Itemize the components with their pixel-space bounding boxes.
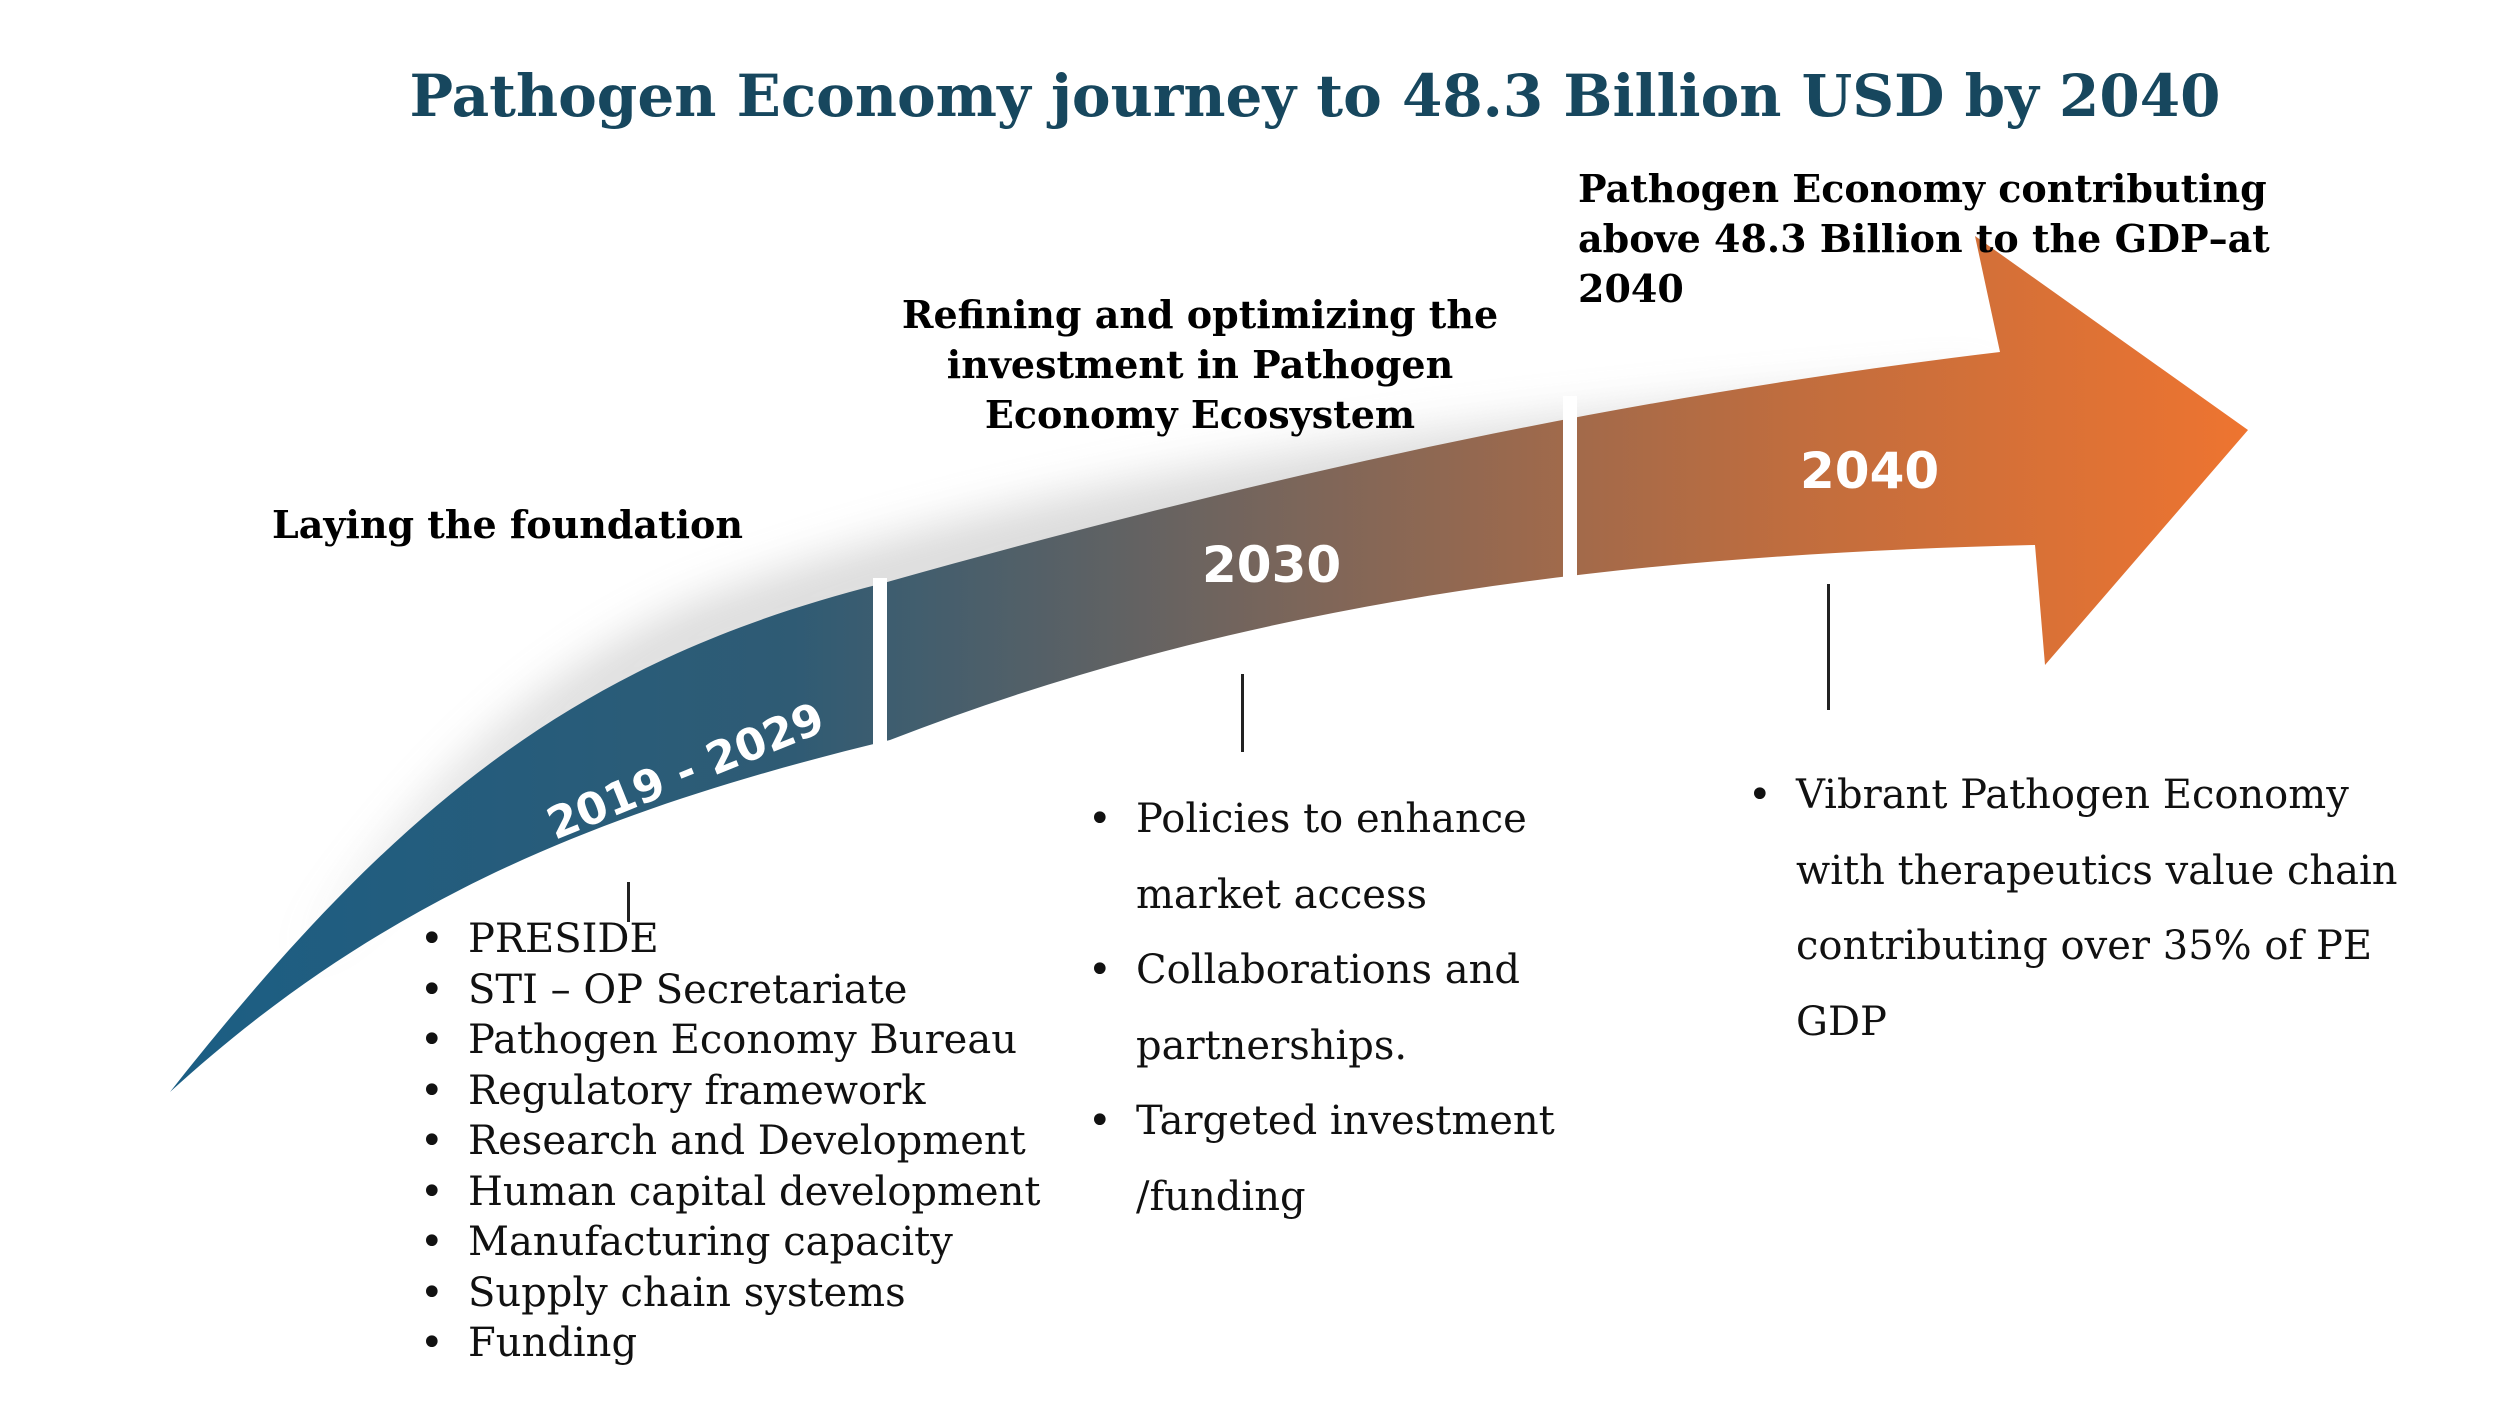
phase-heading-2040: Pathogen Economy contributing above 48.3… xyxy=(1578,166,2270,311)
list-item: Policies to enhance market access xyxy=(1084,782,1644,933)
list-item: Vibrant Pathogen Economy with therapeuti… xyxy=(1744,758,2434,1060)
arrow-body xyxy=(170,236,2248,1092)
connector-line xyxy=(627,882,630,922)
period-label-2040: 2040 xyxy=(1800,442,1939,500)
phase-items-foundation: PRESIDE STI – OP Secretariate Pathogen E… xyxy=(416,914,1040,1369)
phase-items-refining: Policies to enhance market access Collab… xyxy=(1084,782,1644,1235)
list-item: STI – OP Secretariate xyxy=(416,965,1040,1016)
phase-items-2040: Vibrant Pathogen Economy with therapeuti… xyxy=(1744,758,2434,1060)
list-item: Supply chain systems xyxy=(416,1268,1040,1319)
list-item: PRESIDE xyxy=(416,914,1040,965)
list-item: Research and Development xyxy=(416,1116,1040,1167)
period-label-2030: 2030 xyxy=(1202,536,1341,594)
list-item: Manufacturing capacity xyxy=(416,1217,1040,1268)
list-item: Human capital development xyxy=(416,1167,1040,1218)
list-item: Regulatory framework xyxy=(416,1066,1040,1117)
connector-line xyxy=(1827,584,1830,710)
page-title: Pathogen Economy journey to 48.3 Billion… xyxy=(409,62,2221,130)
list-item: Funding xyxy=(416,1318,1040,1369)
connector-line xyxy=(1241,674,1244,752)
phase-heading-refining: Refining and optimizing the investment i… xyxy=(901,292,1499,437)
list-item: Collaborations and partnerships. xyxy=(1084,933,1644,1084)
list-item: Pathogen Economy Bureau xyxy=(416,1015,1040,1066)
phase-heading-foundation: Laying the foundation xyxy=(272,502,743,547)
list-item: Targeted investment /funding xyxy=(1084,1084,1644,1235)
